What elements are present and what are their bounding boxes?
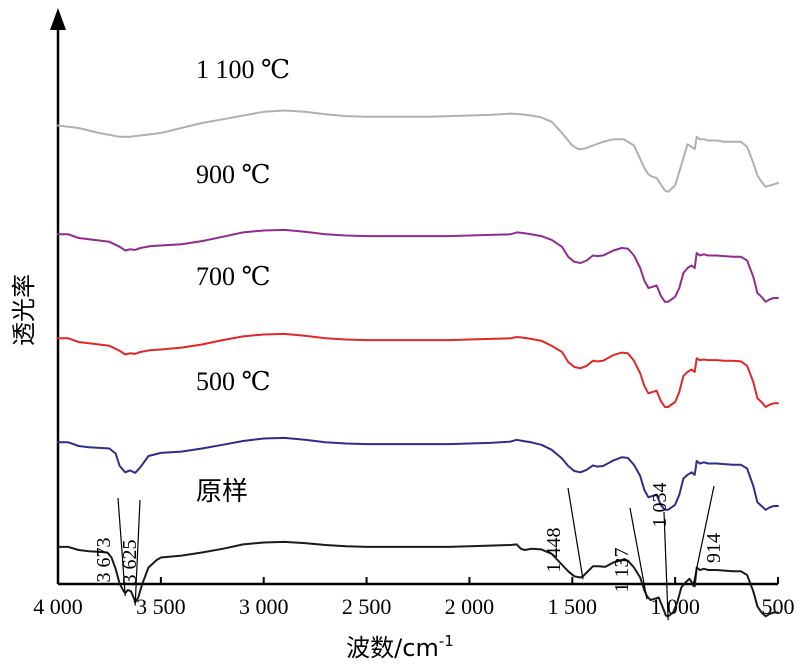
peak-label: 3 625 (119, 540, 141, 585)
peak-leader-line (567, 487, 584, 580)
x-tick-label: 2 000 (445, 594, 495, 619)
series-label: 700 ℃ (196, 262, 271, 291)
x-ticks (57, 577, 779, 584)
peak-label: 1 034 (649, 483, 671, 528)
y-axis-arrow-icon (50, 8, 66, 30)
series-label-layer: 1 100 ℃ 900 ℃ 700 ℃ 500 ℃ 原样 (196, 55, 290, 506)
x-axis-title-text: 波数/cm (346, 634, 439, 662)
peak-label: 3 673 (93, 538, 115, 583)
peak-leader-line (629, 507, 648, 600)
series-label: 900 ℃ (196, 160, 271, 189)
series-label: 1 100 ℃ (196, 55, 290, 84)
peak-leader-line (117, 497, 126, 597)
x-tick-label: 4 000 (33, 594, 83, 619)
x-axis-title-superscript: -1 (439, 632, 454, 650)
peak-label: 914 (703, 533, 725, 563)
series-line (57, 109, 779, 193)
x-tick-label: 2 500 (342, 594, 392, 619)
series-layer (57, 109, 779, 618)
series-line (57, 436, 779, 511)
peak-label: 1 137 (611, 548, 633, 593)
x-tick-label: 1 500 (548, 594, 598, 619)
series-line (57, 332, 779, 408)
x-axis-title: 波数/cm-1 (346, 632, 454, 662)
peak-label: 1 448 (543, 528, 565, 573)
peak-leader-line (134, 499, 141, 606)
x-tick-label: 3 500 (136, 594, 186, 619)
x-tick-labels: 4 000 3 500 3 000 2 500 2 000 1 500 1 000 500 (33, 594, 794, 619)
series-line (57, 540, 779, 618)
y-axis-title: 透光率 (10, 274, 38, 346)
peak-leader-line (663, 511, 669, 621)
series-label: 原样 (196, 477, 248, 506)
series-label: 500 ℃ (196, 367, 271, 396)
peak-label-layer: 3 673 3 625 1 448 1 137 1 034 914 (93, 483, 725, 621)
peak-leader-line (692, 485, 715, 587)
series-line (57, 228, 779, 303)
x-tick-label: 3 000 (239, 594, 289, 619)
